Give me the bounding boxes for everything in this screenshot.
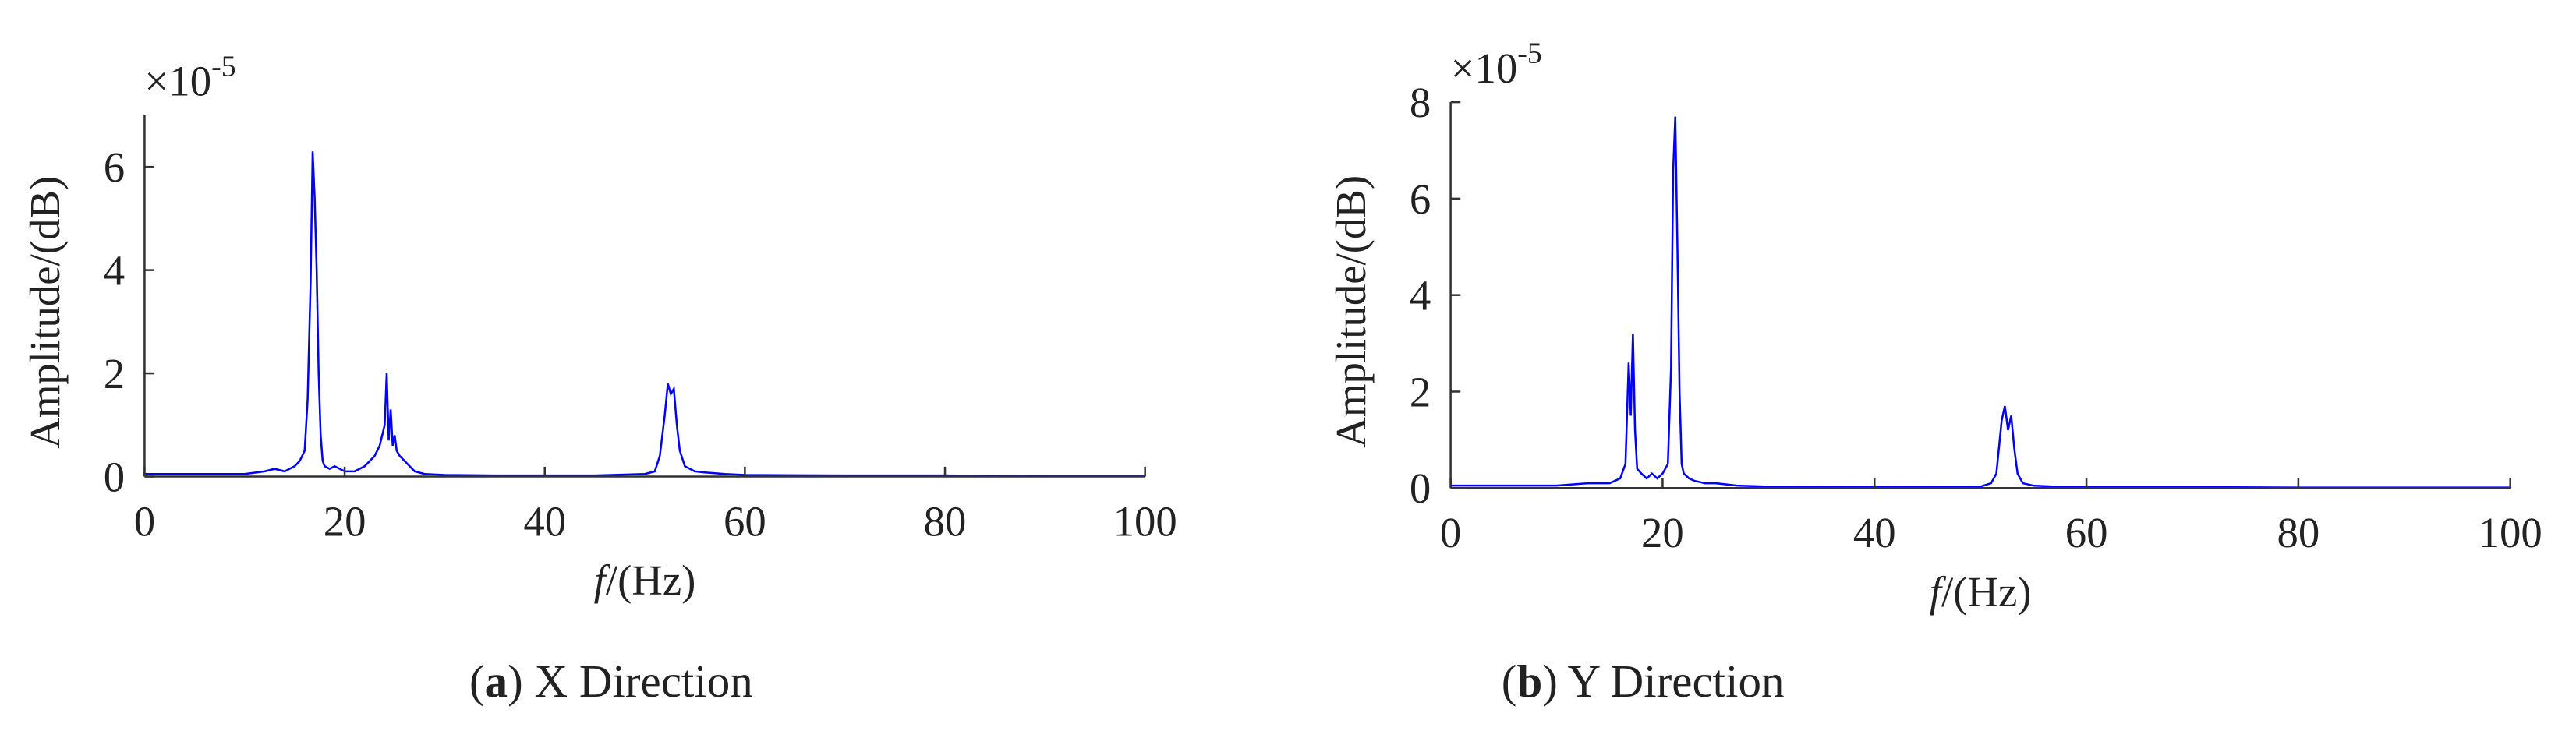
y-tick-label: 0 [1410,464,1431,512]
y-multiplier: ×10-5 [144,50,235,104]
x-tick-label: 80 [924,497,967,545]
y-tick-label: 8 [1410,79,1431,126]
caption: (a) X Direction [469,655,753,707]
y-tick-label: 2 [104,350,125,397]
caption-part: ( [469,655,485,707]
x-axis-label: f/(Hz) [1930,568,2032,616]
caption-part: ) Y Direction [1542,655,1784,707]
x-tick-label: 100 [1113,497,1177,545]
x-tick-label: 40 [523,497,566,545]
multiplier-exponent: -5 [1517,37,1542,70]
y-tick-label: 0 [104,453,125,500]
y-tick-label: 4 [1410,272,1431,320]
y-tick-label: 4 [104,247,125,295]
x-label-unit: /(Hz) [606,556,696,604]
multiplier-exponent: -5 [211,50,236,83]
subplot: 0 20 40 60 80 100 0 2 4 6 8 ×10-5 Amplitude/(dB) f/(H… [1327,37,2542,707]
caption-part: b [1516,655,1542,707]
x-tick-label: 60 [724,497,766,545]
x-tick-label: 0 [134,497,155,545]
multiplier-base: ×10 [1451,44,1518,92]
spectrum-line [1450,116,2511,489]
x-tick-label: 60 [2065,509,2108,556]
x-tick-label: 20 [1641,509,1684,556]
caption-part: a [485,655,508,707]
x-tick-label: 40 [1853,509,1896,556]
y-tick-label: 2 [1410,368,1431,415]
spectrum-line [144,151,1145,478]
x-axis-label: f/(Hz) [594,556,696,604]
y-multiplier: ×10-5 [1451,37,1542,92]
y-axis-label: Amplitude/(dB) [1327,175,1375,448]
y-tick-label: 6 [104,143,125,191]
x-tick-label: 20 [324,497,366,545]
x-tick-label: 80 [2277,509,2320,556]
x-label-unit: /(Hz) [1941,568,2032,616]
caption-part: ) X Direction [508,655,753,707]
x-tick-label: 100 [2479,509,2542,556]
subplot: 0 20 40 60 80 100 0 2 4 6 ×10-5 Amplitude/(dB) f/(Hz… [21,50,1177,707]
multiplier-base: ×10 [144,58,211,105]
caption: (b) Y Direction [1502,655,1785,707]
y-axis-label: Amplitude/(dB) [21,176,69,449]
caption-part: ( [1502,655,1517,707]
y-tick-label: 6 [1410,175,1431,223]
x-tick-label: 0 [1440,509,1461,556]
